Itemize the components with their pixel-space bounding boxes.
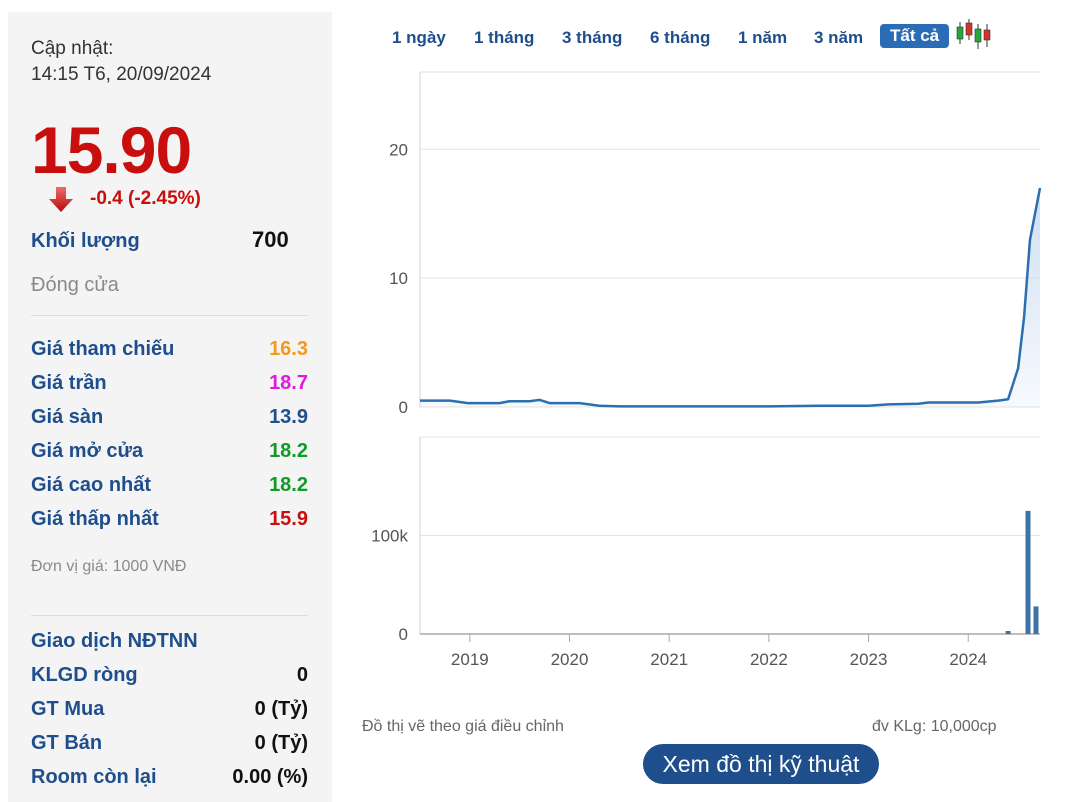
price-row-label: Giá trần: [31, 372, 107, 394]
volume-value: 700: [252, 227, 289, 252]
x-tick-label: 2022: [750, 650, 788, 669]
price-volume-chart: 0 10 20 0 100k 2019 2020 2021 2022 2023 2024: [371, 71, 1042, 669]
price-row-value: 16.3: [269, 338, 308, 360]
foreign-row-label: Room còn lại: [31, 766, 157, 788]
x-tick-label: 2019: [451, 650, 489, 669]
y-tick-label: 10: [389, 269, 408, 288]
y-tick-label: 100k: [371, 527, 408, 546]
price-row-label: Giá sàn: [31, 406, 104, 428]
price-row-label: Giá mở cửa: [31, 440, 144, 462]
tab-6-months[interactable]: 6 tháng: [650, 28, 711, 47]
price-row-value: 18.2: [269, 440, 308, 462]
x-tick-label: 2023: [850, 650, 888, 669]
tab-all[interactable]: Tất cả: [880, 24, 950, 48]
unit-note: Đơn vị giá: 1000 VNĐ: [31, 558, 187, 575]
foreign-trading-title: Giao dịch NĐTNN: [31, 630, 198, 652]
tab-3-years[interactable]: 3 năm: [814, 28, 864, 47]
price-row-label: Giá thấp nhất: [31, 508, 159, 530]
volume-bar: [1033, 606, 1039, 634]
price-row-value: 18.7: [269, 372, 308, 394]
technical-chart-button[interactable]: Xem đồ thị kỹ thuật: [643, 744, 879, 784]
price-row-value: 13.9: [269, 406, 308, 428]
y-tick-label: 20: [389, 140, 408, 159]
tab-3-months[interactable]: 3 tháng: [562, 28, 623, 47]
foreign-row-label: KLGD ròng: [31, 664, 138, 686]
divider: [31, 615, 308, 616]
y-tick-label: 0: [399, 625, 408, 644]
foreign-row-label: GT Bán: [31, 732, 103, 754]
market-status: Đóng cửa: [31, 274, 119, 296]
x-tick-label: 2024: [949, 650, 987, 669]
volume-bar: [1005, 631, 1011, 634]
foreign-row-value: 0.00 (%): [232, 766, 308, 788]
foreign-row-label: GT Mua: [31, 698, 105, 720]
adjusted-price-note: Đồ thị vẽ theo giá điều chỉnh: [362, 718, 564, 735]
updated-time: 14:15 T6, 20/09/2024: [31, 64, 212, 85]
y-tick-label: 0: [399, 398, 408, 417]
tab-1-day[interactable]: 1 ngày: [392, 28, 446, 47]
x-tick-label: 2021: [650, 650, 688, 669]
price-row-value: 18.2: [269, 474, 308, 496]
price-area: [420, 188, 1040, 407]
divider: [31, 315, 308, 316]
price-row-label: Giá cao nhất: [31, 474, 152, 496]
volume-unit-note: đv KLg: 10,000cp: [872, 718, 997, 735]
tab-1-year[interactable]: 1 năm: [738, 28, 788, 47]
x-tick-label: 2020: [551, 650, 589, 669]
current-price: 15.90: [31, 113, 192, 187]
price-line: [420, 187, 1042, 408]
quote-panel: Cập nhật: 14:15 T6, 20/09/2024 15.90 -0.…: [8, 12, 332, 802]
price-change: -0.4 (-2.45%): [90, 188, 201, 209]
foreign-row-value: 0: [296, 664, 308, 686]
foreign-row-value: 0 (Tỷ): [254, 698, 308, 720]
volume-label: Khối lượng: [31, 230, 140, 252]
foreign-row-value: 0 (Tỷ): [254, 732, 308, 754]
price-row-value: 15.9: [269, 508, 308, 530]
tab-1-month[interactable]: 1 tháng: [474, 28, 535, 47]
down-arrow-icon: [46, 185, 76, 220]
price-row-label: Giá tham chiếu: [31, 338, 175, 360]
updated-label: Cập nhật:: [31, 38, 114, 59]
volume-bar: [1025, 510, 1031, 634]
candlestick-chart-icon[interactable]: [955, 18, 991, 57]
